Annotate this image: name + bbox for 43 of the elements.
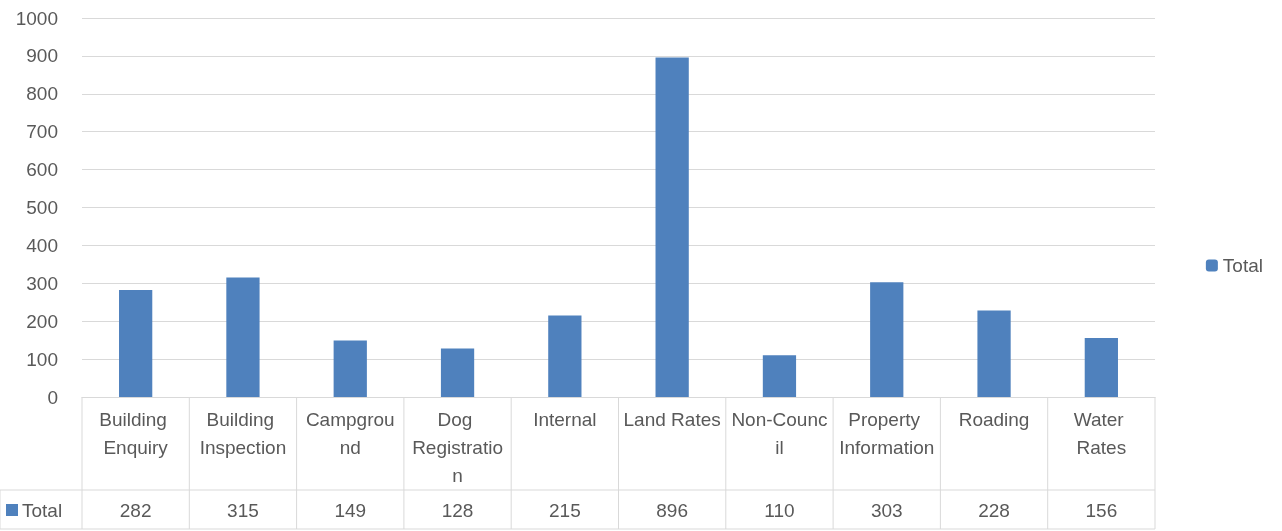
y-tick-label: 100 xyxy=(26,348,58,370)
x-tick-label: Water Rates xyxy=(1073,408,1129,458)
x-tick-label: Campground xyxy=(305,408,395,458)
bar xyxy=(119,290,153,397)
legend-label: Total xyxy=(1222,255,1264,276)
data-label: 282 xyxy=(119,499,152,521)
bar xyxy=(762,355,797,397)
data-label: 128 xyxy=(441,499,474,521)
x-tick-label: Internal xyxy=(533,408,597,430)
data-label: 149 xyxy=(334,499,367,521)
y-tick-label: 1000 xyxy=(15,7,58,29)
data-label: 228 xyxy=(978,499,1010,521)
bar xyxy=(870,282,904,397)
data-label: 110 xyxy=(764,499,795,521)
y-tick-label: 500 xyxy=(26,197,58,218)
bar xyxy=(440,348,475,397)
bar xyxy=(226,277,260,397)
bar xyxy=(977,310,1011,397)
data-label: 315 xyxy=(227,499,259,521)
y-tick-label: 300 xyxy=(26,272,58,294)
x-tick-label: Dog Registration xyxy=(412,408,503,486)
data-label: 215 xyxy=(549,499,581,521)
data-label: 303 xyxy=(870,499,903,521)
y-tick-label: 0 xyxy=(47,386,58,408)
bar xyxy=(655,57,689,397)
x-tick-label: Non-Council xyxy=(731,408,828,458)
y-tick-label: 900 xyxy=(26,45,58,67)
bar xyxy=(1084,337,1118,397)
y-tick-label: 600 xyxy=(26,159,58,181)
bar xyxy=(548,315,582,397)
data-label: 156 xyxy=(1085,499,1118,521)
y-tick-label: 200 xyxy=(26,310,58,332)
x-tick-label: Land Rates xyxy=(623,408,721,430)
bar xyxy=(333,340,367,397)
x-tick-label: Roading xyxy=(958,408,1030,430)
x-tick-label: Property Information xyxy=(839,408,935,458)
x-tick-label: Building Enquiry xyxy=(99,408,173,458)
y-tick-label: 700 xyxy=(26,121,58,143)
text: Total xyxy=(22,499,63,521)
data-label: 896 xyxy=(656,499,688,521)
y-tick-label: 400 xyxy=(26,234,58,256)
y-tick-label: 800 xyxy=(26,83,58,105)
x-tick-label: Building Inspection xyxy=(199,408,287,458)
